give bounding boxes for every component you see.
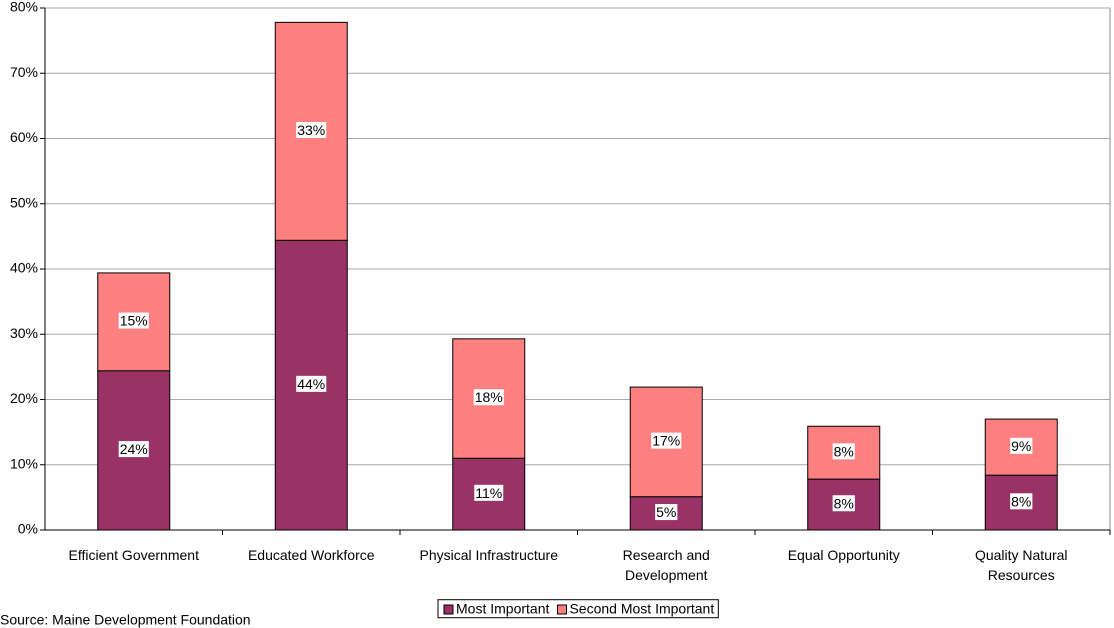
data-label: 24%	[120, 441, 148, 457]
data-label-box	[651, 432, 682, 449]
legend-label: Most Important	[456, 601, 549, 617]
y-tick-label: 80%	[10, 0, 38, 15]
data-label: 8%	[834, 443, 854, 459]
legend: Most Important Second Most Important	[437, 599, 719, 619]
y-tick-label: 10%	[10, 455, 38, 471]
data-label-box	[296, 375, 327, 392]
data-label-box	[655, 504, 678, 521]
data-label-box	[118, 441, 149, 458]
data-label-box	[832, 443, 855, 460]
data-label: 8%	[834, 495, 854, 511]
data-label-box	[473, 389, 504, 406]
y-tick-label: 30%	[10, 325, 38, 341]
y-tick-label: 40%	[10, 260, 38, 276]
y-tick-label: 50%	[10, 194, 38, 210]
legend-swatch	[443, 604, 454, 615]
data-label-box	[832, 495, 855, 512]
x-tick-label: Equal Opportunity	[788, 547, 900, 563]
data-label: 33%	[297, 122, 325, 138]
data-label-box	[1010, 493, 1033, 510]
data-label: 11%	[475, 485, 502, 501]
x-tick-label: Educated Workforce	[248, 547, 375, 563]
data-label: 18%	[475, 389, 503, 405]
data-label-box	[1010, 437, 1033, 454]
source-note: Source: Maine Development Foundation	[0, 612, 251, 628]
x-tick-label: Quality Natural Resources	[975, 547, 1068, 583]
data-label: 9%	[1011, 438, 1031, 454]
data-label: 8%	[1011, 493, 1031, 509]
data-label: 15%	[120, 313, 148, 329]
data-label-box	[118, 312, 149, 329]
y-tick-label: 0%	[18, 521, 38, 537]
data-label: 17%	[652, 433, 680, 449]
legend-swatch	[556, 604, 567, 615]
legend-frame	[437, 599, 719, 619]
data-label: 5%	[656, 504, 676, 520]
x-tick-label: Physical Infrastructure	[420, 547, 559, 563]
data-label-box	[296, 122, 327, 139]
data-label-box	[474, 484, 504, 501]
x-tick-label: Research and Development	[623, 547, 710, 583]
legend-label: Second Most Important	[569, 601, 714, 617]
x-tick-label: Efficient Government	[69, 547, 200, 563]
y-tick-label: 20%	[10, 390, 38, 406]
y-tick-label: 70%	[10, 64, 38, 80]
y-tick-label: 60%	[10, 129, 38, 145]
data-label: 44%	[297, 376, 325, 392]
